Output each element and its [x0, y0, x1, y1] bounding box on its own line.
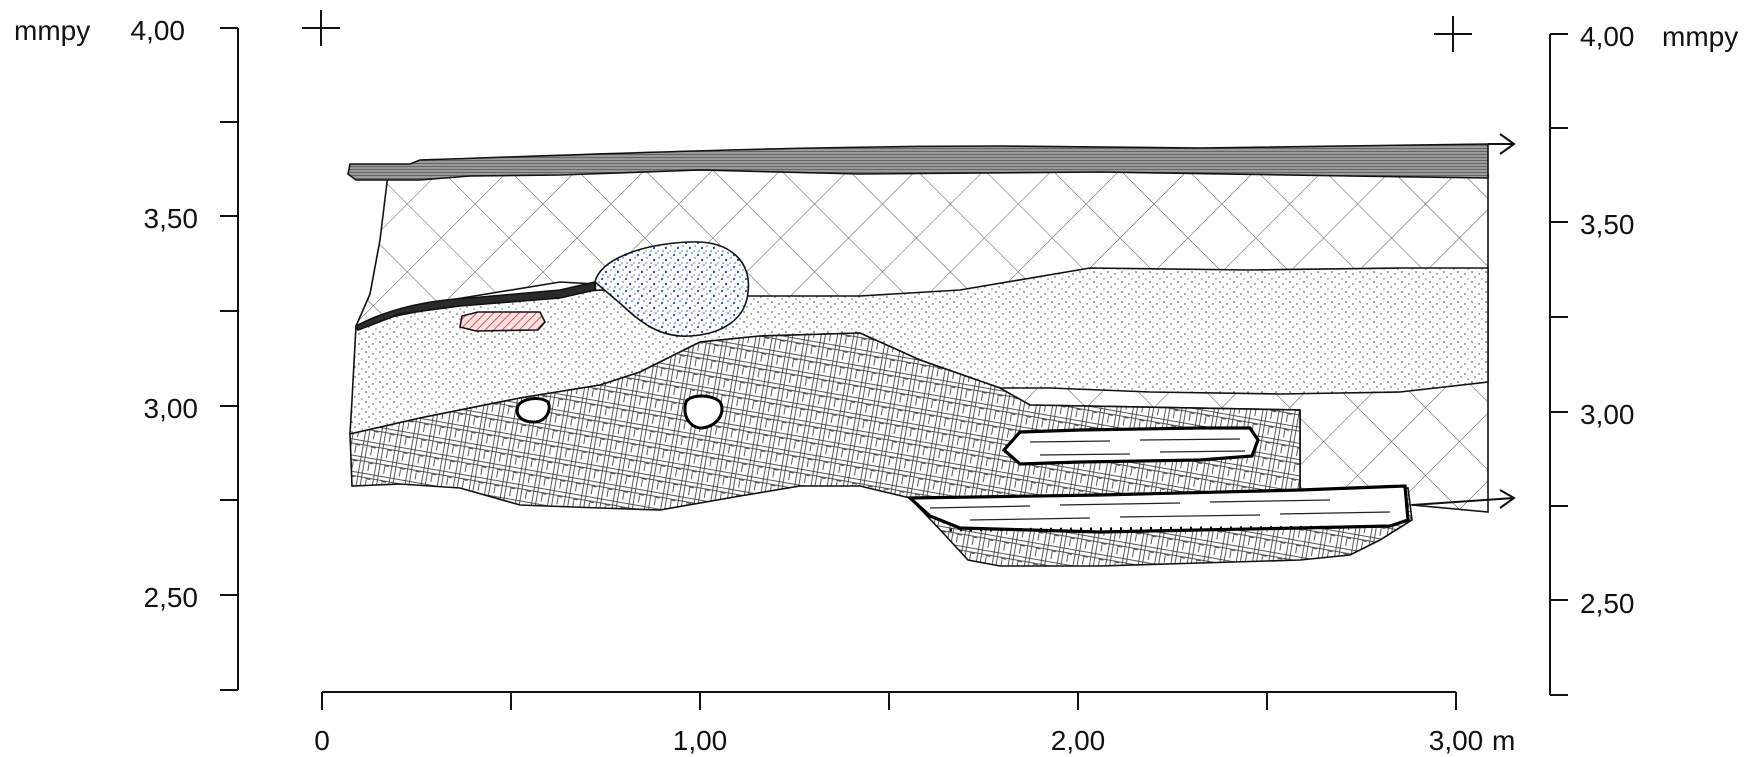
left-axis: mmpy 4,00 3,50 3,00 2,50	[14, 15, 239, 691]
bottom-tick-label: 2,00	[1051, 725, 1106, 756]
timber-grain-lower	[929, 499, 1391, 521]
left-tick-label: 3,50	[144, 203, 199, 234]
right-tick-label: 3,00	[1580, 399, 1635, 430]
right-unit-label: mmpy	[1662, 21, 1738, 52]
small-stone	[683, 394, 724, 430]
dark-stripe-layer	[354, 280, 596, 332]
arrow-icon	[1488, 133, 1516, 155]
bottom-tick-label: 0	[314, 725, 330, 756]
right-tick-label: 2,50	[1580, 588, 1635, 619]
left-tick-label: 4,00	[131, 15, 186, 46]
left-tick-label: 2,50	[144, 582, 199, 613]
reference-cross-right	[1434, 16, 1472, 52]
timber-grain-upper	[1029, 438, 1246, 456]
left-unit-label: mmpy	[14, 15, 90, 46]
asphalt-layer	[347, 143, 1489, 181]
right-axis: 4,00 mmpy 3,50 3,00 2,50	[1549, 21, 1738, 696]
bottom-tick-label: 3,00	[1429, 725, 1484, 756]
right-tick-label: 3,50	[1580, 209, 1635, 240]
small-stone	[515, 397, 551, 424]
dotted-line	[949, 525, 1361, 532]
bottom-axis: 0 1,00 2,00 3,00 m	[314, 691, 1515, 756]
timber-beam-upper	[1001, 426, 1260, 466]
bottom-unit-label: m	[1492, 725, 1515, 756]
brick-fragment	[459, 311, 546, 332]
right-tick-label: 4,00	[1580, 21, 1635, 52]
arrow-icon	[1411, 489, 1516, 509]
left-tick-label: 3,00	[144, 393, 199, 424]
timber-beam-lower	[905, 484, 1410, 534]
stone-boulder	[594, 241, 750, 337]
reference-cross-left	[302, 10, 340, 46]
bottom-tick-label: 1,00	[673, 725, 728, 756]
